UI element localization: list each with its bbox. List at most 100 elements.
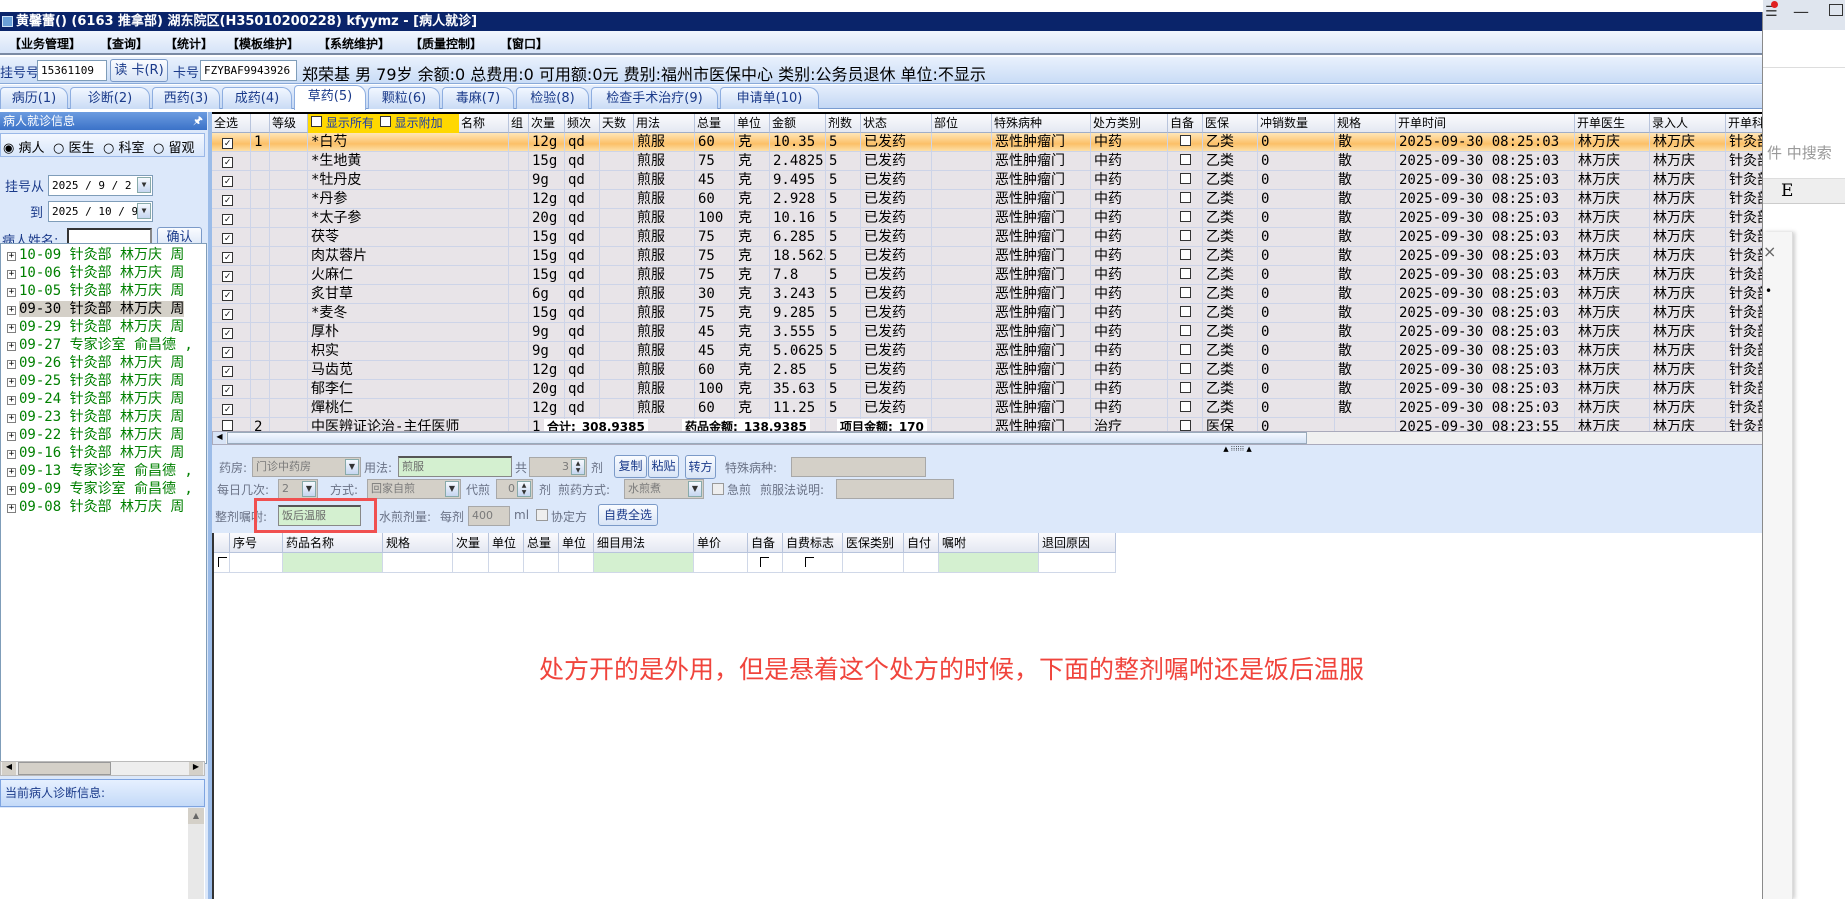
checkbox[interactable]	[1180, 287, 1191, 298]
cell-self[interactable]	[1168, 190, 1203, 208]
visit-item[interactable]: +09-09 专家诊室 俞昌德 ,	[7, 480, 193, 498]
visit-item[interactable]: +09-30 针灸部 林万庆 周	[7, 300, 185, 318]
table-row[interactable]: ✓ 郁李仁 20g qd 煎服 100 克 35.63 5 已发药 恶性肿瘤门 中药 乙类 0 散 2025-…	[212, 380, 1762, 399]
cell-self[interactable]	[1168, 380, 1203, 398]
checkbox[interactable]	[1180, 382, 1191, 393]
visit-item[interactable]: +09-29 针灸部 林万庆 周	[7, 318, 184, 336]
cell-self[interactable]	[1168, 247, 1203, 265]
table-row[interactable]: ✓ *麦冬 15g qd 煎服 75 克 9.285 5 已发药 恶性肿瘤门 中药 乙类 0 散 2025-0…	[212, 304, 1762, 323]
usage-input[interactable]: 煎服	[398, 456, 512, 477]
detail-cell[interactable]	[559, 553, 594, 573]
chevron-down-icon[interactable]: ▼	[688, 481, 702, 497]
checkbox[interactable]: ✓	[222, 157, 233, 168]
splitter-handle[interactable]: ▲ ⁝⁝⁝⁝⁝⁝ ▲	[212, 445, 1762, 453]
checkbox[interactable]	[1180, 135, 1191, 146]
agreement-checkbox[interactable]	[536, 509, 548, 521]
table-row[interactable]: 2 中医辨证论治-主任医师 1 恶性肿瘤门 治疗 医保 0 2025-09-30 08:23:…	[212, 418, 1762, 431]
column-header-no[interactable]	[251, 114, 270, 133]
cell-self[interactable]	[1168, 323, 1203, 341]
visit-item[interactable]: +09-24 针灸部 林万庆 周	[7, 390, 184, 408]
detail-cell[interactable]	[453, 553, 489, 573]
expand-icon[interactable]: +	[7, 485, 16, 495]
detail-column-header[interactable]: 规格	[383, 533, 453, 553]
column-header-doctor[interactable]: 开单医生	[1575, 114, 1650, 133]
checkbox[interactable]: ✓	[222, 366, 233, 377]
checkbox[interactable]	[1180, 268, 1191, 279]
scroll-thumb[interactable]	[227, 432, 1307, 444]
checkbox[interactable]: ✓	[222, 404, 233, 415]
detail-column-header[interactable]: 总量	[524, 533, 559, 553]
checkbox[interactable]	[1180, 154, 1191, 165]
date-from-input[interactable]: 2025 / 9 / 2 ▼	[48, 175, 153, 196]
table-row[interactable]: ✓ *牡丹皮 9g qd 煎服 45 克 9.495 5 已发药 恶性肿瘤门 中药 乙类 0 散 2025-0…	[212, 171, 1762, 190]
cell-check[interactable]: ✓	[212, 380, 251, 398]
tab-herbal-medicine[interactable]: 草药(5)	[294, 85, 366, 110]
checkbox[interactable]: ✓	[222, 195, 233, 206]
menu-query[interactable]: 【查询】	[100, 37, 149, 51]
visit-item[interactable]: +09-25 针灸部 林万庆 周	[7, 372, 184, 390]
maximize-icon[interactable]	[1829, 4, 1843, 16]
column-header-offset-qty[interactable]: 冲销数量	[1258, 114, 1335, 133]
detail-cell[interactable]	[489, 553, 524, 573]
checkbox[interactable]: ✓	[222, 176, 233, 187]
checkbox[interactable]	[1180, 325, 1191, 336]
cell-self[interactable]	[1168, 304, 1203, 322]
detail-cell[interactable]	[904, 553, 939, 573]
radio-observation[interactable]: ○ 留观	[153, 141, 195, 156]
cell-self[interactable]	[1168, 361, 1203, 379]
cell-check[interactable]: ✓	[212, 247, 251, 265]
table-row[interactable]: ✓ 燀桃仁 12g qd 煎服 60 克 11.25 5 已发药 恶性肿瘤门 中药 乙类 0 散 2025-0…	[212, 399, 1762, 418]
table-row[interactable]: ✓ *太子参 20g qd 煎服 100 克 10.16 5 已发药 恶性肿瘤门 中药 乙类 0 散 2025…	[212, 209, 1762, 228]
expand-icon[interactable]: +	[7, 269, 16, 279]
checkbox[interactable]	[1180, 249, 1191, 260]
detail-cell[interactable]	[214, 553, 230, 573]
column-header-dose[interactable]: 次量	[529, 114, 565, 133]
tab-medical-record[interactable]: 病历(1)	[0, 87, 68, 109]
expand-icon[interactable]: +	[7, 341, 16, 351]
tab-requests[interactable]: 申请单(10)	[720, 87, 819, 109]
cell-self[interactable]	[1168, 266, 1203, 284]
cell-self[interactable]	[1168, 228, 1203, 246]
menu-window[interactable]: 【窗口】	[500, 37, 549, 51]
table-row[interactable]: ✓ *生地黄 15g qd 煎服 75 克 2.4825 5 已发药 恶性肿瘤门 中药 乙类 0 散 2025…	[212, 152, 1762, 171]
cell-check[interactable]: ✓	[212, 323, 251, 341]
column-header-dept[interactable]: 开单科	[1726, 114, 1762, 133]
cell-check[interactable]: ✓	[212, 266, 251, 284]
expand-icon[interactable]: +	[7, 431, 16, 441]
special-disease-input[interactable]	[791, 457, 926, 477]
expand-icon[interactable]: +	[7, 395, 16, 405]
column-header-time[interactable]: 开单时间	[1396, 114, 1575, 133]
checkbox[interactable]	[760, 557, 769, 567]
grid-horizontal-scrollbar[interactable]: ◀	[212, 431, 1762, 445]
column-header-amount[interactable]: 金额	[770, 114, 826, 133]
read-card-button[interactable]: 读 卡(R)	[110, 59, 168, 82]
close-icon[interactable]: ×	[1763, 242, 1777, 261]
scroll-thumb[interactable]	[18, 762, 111, 775]
urgent-checkbox[interactable]	[712, 483, 724, 495]
checkbox[interactable]: ✓	[222, 328, 233, 339]
detail-column-header[interactable]: 自费标志	[783, 533, 843, 553]
chevron-down-icon[interactable]: ▼	[302, 481, 316, 497]
column-header-status[interactable]: 状态	[861, 114, 932, 133]
checkbox[interactable]: ✓	[222, 252, 233, 263]
menu-templates[interactable]: 【模板维护】	[227, 37, 300, 51]
cell-self[interactable]	[1168, 342, 1203, 360]
table-row[interactable]: ✓ 1 *白芍 12g qd 煎服 60 克 10.35 5 已发药 恶性肿瘤门 中药 乙类 0 散 2025-…	[212, 133, 1762, 152]
copy-button[interactable]: 复制	[614, 455, 647, 478]
detail-cell[interactable]	[748, 553, 783, 573]
checkbox[interactable]: ✓	[222, 271, 233, 282]
minimize-icon[interactable]: —	[1793, 2, 1809, 21]
show-all-checkbox[interactable]: 显示所有	[311, 116, 374, 130]
cell-check[interactable]: ✓	[212, 152, 251, 170]
cell-self[interactable]	[1168, 133, 1203, 151]
tab-western-medicine[interactable]: 西药(3)	[152, 87, 220, 109]
table-row[interactable]: ✓ 炙甘草 6g qd 煎服 30 克 3.243 5 已发药 恶性肿瘤门 中药 乙类 0 散 2025-09…	[212, 285, 1762, 304]
checkbox[interactable]: ✓	[222, 214, 233, 225]
total-doses-stepper[interactable]: 3 ▲ ▼	[529, 457, 587, 477]
cell-check[interactable]: ✓	[212, 133, 251, 151]
menu-system[interactable]: 【系统维护】	[318, 37, 391, 51]
detail-cell[interactable]	[383, 553, 453, 573]
tab-diagnosis[interactable]: 诊断(2)	[70, 87, 150, 109]
visit-item[interactable]: +10-05 针灸部 林万庆 周	[7, 282, 184, 300]
